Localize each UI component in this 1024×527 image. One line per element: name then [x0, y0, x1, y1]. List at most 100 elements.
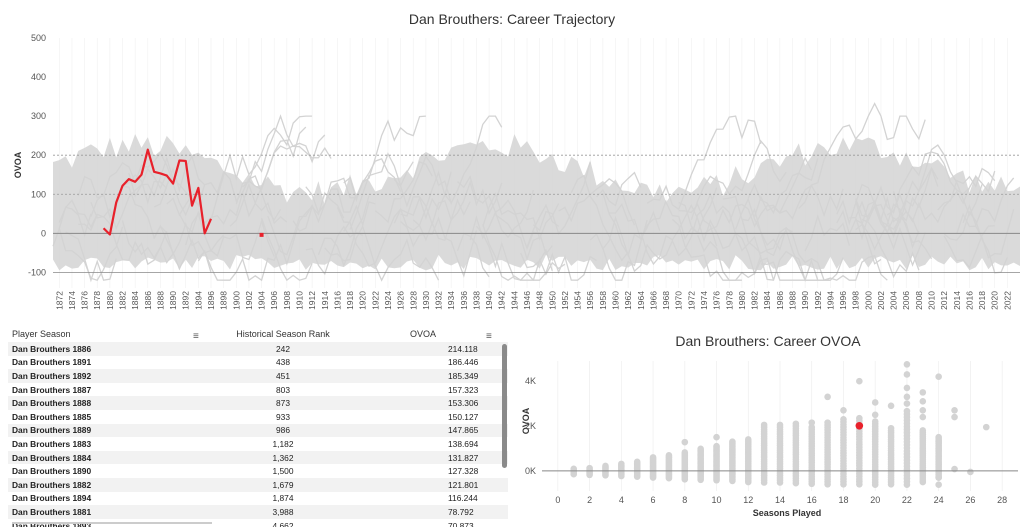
background-career-line [836, 203, 933, 260]
background-career-line [589, 210, 661, 258]
x-tick-label: 26 [965, 495, 975, 505]
horizontal-scrollbar[interactable] [12, 522, 212, 524]
x-tick-label: 2018 [977, 291, 987, 310]
col-header-player-season[interactable]: Player Season ≡ [8, 329, 208, 342]
x-tick-label: 2014 [952, 291, 962, 310]
table-row[interactable]: Dan Brouthers 1894 1,874 116.244 [8, 492, 508, 506]
x-tick-label: 1886 [143, 291, 153, 310]
x-tick-label: 1958 [598, 291, 608, 310]
background-career-line [855, 204, 926, 267]
cell-rank: 1,500 [272, 466, 294, 477]
cell-rank: 1,182 [272, 438, 294, 449]
cell-player-season: Dan Brouthers 1886 [12, 343, 92, 354]
background-career-line [937, 167, 996, 211]
x-tick-label: 2 [587, 495, 592, 505]
cell-ovoa: 78.792 [448, 506, 474, 517]
x-tick-label: 2022 [1002, 291, 1012, 310]
table-row[interactable]: Dan Brouthers 1887 803 157.323 [8, 383, 508, 397]
x-tick-label: 2012 [939, 291, 949, 310]
table-row[interactable]: Dan Brouthers 1883 1,182 138.694 [8, 437, 508, 451]
background-career-line [374, 161, 433, 224]
x-tick-label: 1934 [446, 291, 456, 310]
x-tick-label: 1986 [775, 291, 785, 310]
background-career-line [393, 115, 503, 208]
table-row[interactable]: Dan Brouthers 1890 1,500 127.328 [8, 464, 508, 478]
col-header-rank[interactable]: Historical Season Rank [208, 329, 358, 339]
table-body: Dan Brouthers 1886 242 214.118 Dan Brouther… [8, 342, 508, 527]
career-trajectory-chart: Dan Brouthers: Career Trajectory OVOA -1… [13, 11, 1020, 310]
scatter-point [951, 465, 958, 473]
scatter-point [887, 424, 895, 432]
scatter-point [856, 414, 863, 422]
x-tick-label: 1972 [686, 291, 696, 310]
scatter-point [586, 464, 593, 472]
x-tick-label: 2010 [927, 291, 937, 310]
x-tick-label: 1918 [345, 291, 355, 310]
x-tick-label: 16 [807, 495, 817, 505]
x-tick-label: 1928 [408, 291, 418, 310]
cell-ovoa: 185.349 [448, 370, 479, 381]
cell-player-season: Dan Brouthers 1885 [12, 411, 92, 422]
background-career-line [640, 203, 775, 281]
scatter-point [903, 361, 911, 368]
x-tick-label: 1976 [712, 291, 722, 310]
x-tick-label: 2016 [964, 291, 974, 310]
background-career-line [343, 115, 426, 203]
x-tick-label: 1932 [434, 291, 444, 310]
table-row[interactable]: Dan Brouthers 1886 242 214.118 [8, 342, 508, 356]
background-career-line [495, 214, 540, 262]
scatter-point [840, 407, 847, 414]
cell-player-season: Dan Brouthers 1883 [12, 438, 92, 449]
background-career-line [804, 213, 850, 252]
background-career-line [153, 154, 206, 208]
scatter-point [935, 481, 942, 489]
cell-rank: 438 [276, 357, 290, 368]
background-career-line [728, 212, 844, 281]
x-tick-label: 1908 [282, 291, 292, 310]
table-row[interactable]: Dan Brouthers 1891 438 186.446 [8, 356, 508, 370]
x-tick-label: 22 [902, 495, 912, 505]
col-header-label: OVOA [410, 329, 437, 339]
background-career-line [153, 219, 275, 261]
x-tick-label: 1966 [648, 291, 658, 310]
y-tick-label: 4K [525, 376, 536, 386]
cell-player-season: Dan Brouthers 1881 [12, 506, 92, 517]
background-career-line [855, 200, 882, 265]
scatter-point [649, 454, 657, 461]
x-tick-label: 8 [682, 495, 687, 505]
x-tick-label: 1916 [332, 291, 342, 310]
scatter-point [681, 438, 689, 446]
scatter-point [602, 462, 609, 470]
x-tick-label: 1892 [181, 291, 191, 310]
table-row[interactable]: Dan Brouthers 1882 1,679 121.801 [8, 477, 508, 492]
sort-icon[interactable]: ≡ [193, 331, 199, 342]
table-row[interactable]: Dan Brouthers 1892 451 185.349 [8, 369, 508, 383]
cell-rank: 803 [276, 384, 290, 395]
y-tick-label: 0 [41, 228, 46, 238]
x-tick-label: 1930 [421, 291, 431, 310]
sort-icon[interactable]: ≡ [486, 331, 492, 342]
cell-player-season: Dan Brouthers 1891 [12, 357, 92, 368]
cell-player-season: Dan Brouthers 1889 [12, 425, 92, 436]
background-career-line [52, 226, 124, 281]
x-tick-label: 1924 [383, 291, 393, 310]
y-tick-label: 500 [31, 33, 46, 43]
scatter-point [681, 449, 689, 456]
table-row[interactable]: Dan Brouthers 1884 1,362 131.827 [8, 450, 508, 465]
x-tick-label: 1878 [92, 291, 102, 310]
col-header-ovoa[interactable]: OVOA ≡ [358, 329, 498, 342]
table-scrollbar[interactable] [502, 344, 507, 468]
x-tick-label: 2020 [990, 291, 1000, 310]
table-row[interactable]: Dan Brouthers 1881 3,988 78.792 [8, 505, 508, 519]
x-tick-label: 1938 [471, 291, 481, 310]
x-tick-label: 1876 [80, 291, 90, 310]
x-tick-label: 1884 [130, 291, 140, 310]
table-row[interactable]: Dan Brouthers 1889 986 147.865 [8, 423, 508, 438]
background-career-line [128, 167, 168, 198]
x-tick-label: 1988 [787, 291, 797, 310]
table-row[interactable]: Dan Brouthers 1888 873 153.306 [8, 396, 508, 410]
table-row[interactable]: Dan Brouthers 1885 933 150.127 [8, 410, 508, 424]
cell-player-season: Dan Brouthers 1884 [12, 452, 92, 463]
background-career-line [798, 102, 926, 209]
background-career-line [741, 218, 831, 281]
